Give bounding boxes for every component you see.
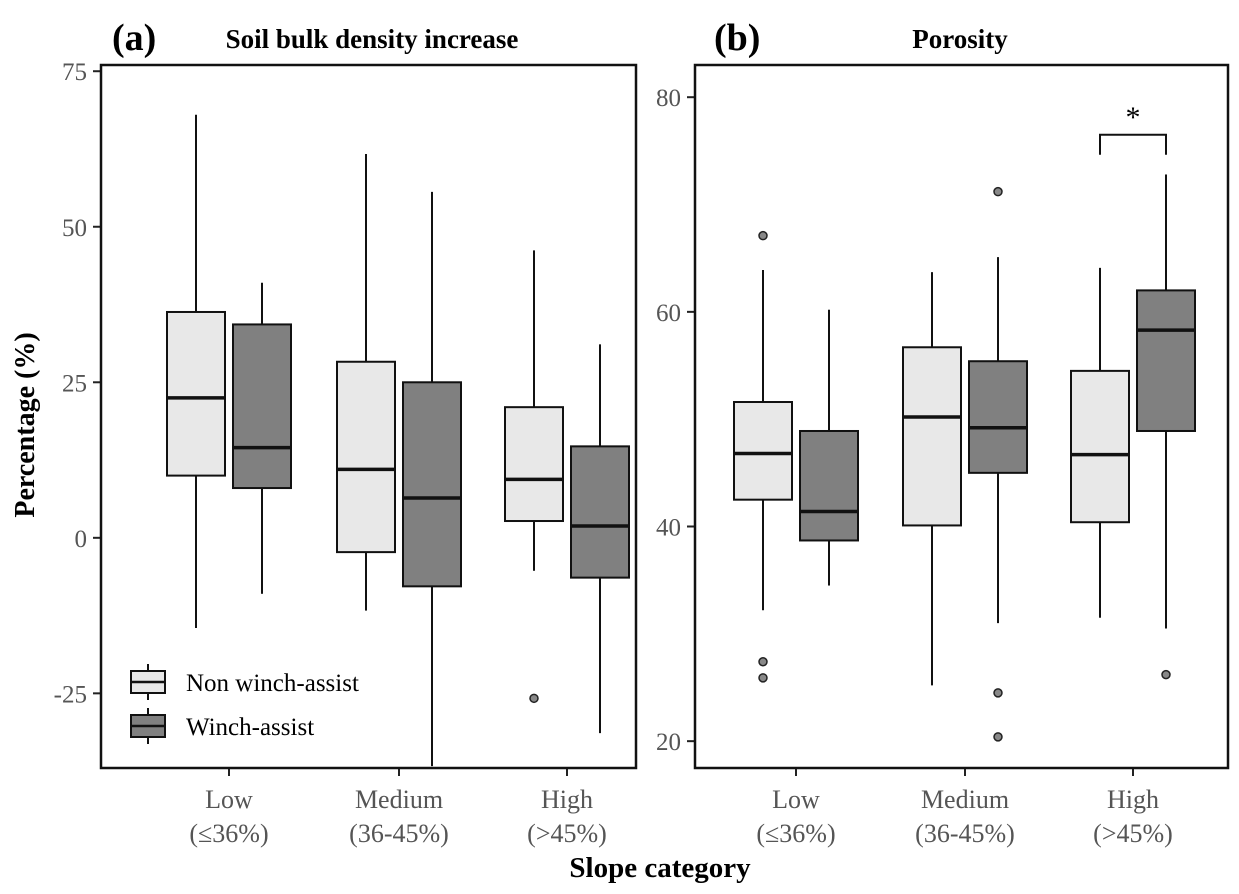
x-tick-label: High [1107, 785, 1159, 814]
box-iqr [968, 360, 1028, 474]
y-tick-label: 80 [656, 85, 681, 112]
y-tick-label: 50 [62, 215, 87, 242]
y-tick-label: 20 [656, 729, 681, 756]
y-tick-label: 40 [656, 515, 681, 542]
x-tick-label: (≤36%) [756, 819, 835, 848]
panel-title: Soil bulk density increase [226, 24, 519, 54]
outlier-point [993, 732, 1003, 742]
outlier-point [758, 673, 768, 683]
box-iqr [902, 346, 962, 527]
plot-frame [693, 63, 1230, 770]
outlier-point [993, 186, 1003, 197]
y-axis-title: Percentage (%) [10, 332, 41, 517]
y-tick-label: 75 [62, 59, 87, 86]
x-axis-title: Slope category [569, 852, 751, 884]
box-iqr [232, 323, 292, 490]
shared-labels: Percentage (%) Slope category [10, 332, 751, 884]
panel-label: (a) [112, 17, 156, 59]
x-tick-label: High [541, 785, 593, 814]
outlier-point [758, 230, 768, 241]
box-iqr [166, 310, 226, 477]
box-plot [968, 186, 1028, 742]
box-iqr [504, 406, 564, 523]
outlier-point [758, 656, 768, 667]
x-tick-label: Medium [355, 785, 443, 814]
panel-b: (b) Porosity 20 40 60 80 Low (≤36%) Medium (36-45… [656, 17, 1230, 848]
x-tick-label: (36-45%) [349, 819, 449, 848]
y-tick-label: 0 [75, 526, 88, 553]
x-tick-label: (≤36%) [189, 819, 268, 848]
box-plot [166, 114, 226, 629]
x-tick-label: Medium [921, 785, 1009, 814]
legend-label: Non winch-assist [186, 670, 359, 697]
x-tick-label: (>45%) [1093, 819, 1173, 848]
significance-bracket: * [1099, 101, 1167, 155]
box-plot [570, 344, 630, 734]
box-plot [1070, 267, 1130, 618]
plot-frame [99, 63, 638, 770]
panel-a: (a) Soil bulk density increase -25 0 25 50 75 L… [54, 17, 638, 848]
x-tick-label: Low [205, 785, 253, 814]
box-iqr [1136, 289, 1196, 432]
box-iqr [570, 445, 630, 579]
legend: Non winch-assist Winch-assist [130, 664, 359, 744]
outlier-point [1161, 669, 1171, 680]
x-tick-label: (>45%) [527, 819, 607, 848]
significance-star: * [1126, 101, 1141, 134]
box-plot [504, 250, 564, 704]
box-iqr [799, 429, 859, 542]
legend-label: Winch-assist [186, 714, 314, 741]
box-plot [402, 191, 462, 767]
box-plot [902, 272, 962, 686]
y-tick-label: 25 [62, 370, 87, 397]
box-iqr [336, 360, 396, 554]
box-iqr [733, 401, 793, 501]
y-tick-label: 60 [656, 300, 681, 327]
box-iqr [1070, 369, 1130, 524]
box-plot [799, 309, 859, 586]
panel-label: (b) [714, 17, 760, 59]
box-plot [1136, 174, 1196, 680]
box-plot [336, 153, 396, 611]
x-tick-label: Low [772, 785, 820, 814]
bracket-line [1099, 133, 1167, 155]
outlier-point [993, 688, 1003, 698]
x-tick-label: (36-45%) [915, 819, 1015, 848]
box-plot [733, 230, 793, 683]
box-iqr [402, 381, 462, 588]
outlier-point [529, 693, 539, 704]
y-tick-label: -25 [54, 681, 87, 708]
panel-title: Porosity [912, 24, 1008, 54]
box-plot [232, 282, 292, 594]
